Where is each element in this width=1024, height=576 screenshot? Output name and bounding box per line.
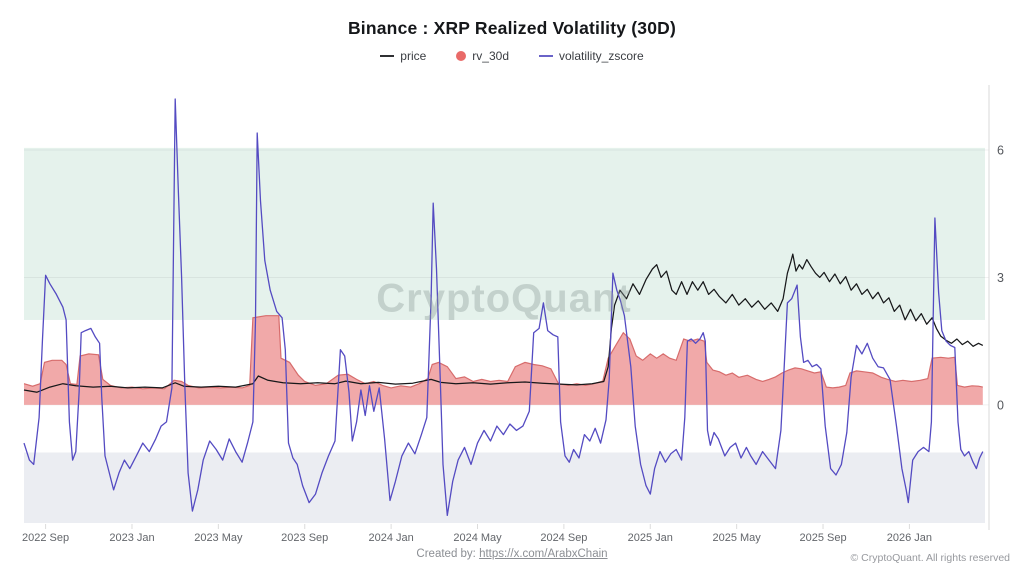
- svg-text:2025 Sep: 2025 Sep: [799, 532, 846, 544]
- legend-item-price: price: [380, 49, 426, 63]
- low-volatility-zone: [24, 452, 985, 523]
- creator-link[interactable]: https://x.com/ArabxChain: [479, 548, 608, 560]
- svg-text:2024 Jan: 2024 Jan: [368, 532, 413, 544]
- rv30d-area: [24, 315, 983, 405]
- svg-text:2025 Jan: 2025 Jan: [628, 532, 673, 544]
- svg-text:2026 Jan: 2026 Jan: [887, 532, 932, 544]
- svg-text:2023 Sep: 2023 Sep: [281, 532, 328, 544]
- svg-text:2024 May: 2024 May: [453, 532, 502, 544]
- rv30d-dot-marker-icon: [456, 51, 467, 61]
- copyright-text: © CryptoQuant. All rights reserved: [850, 552, 1010, 564]
- credit-prefix: Created by:: [416, 548, 480, 560]
- svg-text:3: 3: [997, 271, 1004, 285]
- rv30d-outline: [23, 315, 983, 390]
- svg-text:2024 Sep: 2024 Sep: [540, 532, 587, 544]
- svg-text:2023 Jan: 2023 Jan: [109, 532, 154, 544]
- svg-text:2023 May: 2023 May: [194, 532, 243, 544]
- high-volatility-zone: [24, 147, 985, 320]
- chart-legend: price rv_30d volatility_zscore: [0, 49, 1024, 63]
- svg-text:6: 6: [997, 143, 1004, 157]
- svg-text:2025 May: 2025 May: [712, 532, 761, 544]
- price-line-marker-icon: [380, 55, 395, 57]
- chart-title: Binance : XRP Realized Volatility (30D): [347, 18, 677, 38]
- svg-text:2022 Sep: 2022 Sep: [22, 532, 69, 544]
- legend-label-rv30d: rv_30d: [472, 49, 509, 63]
- svg-text:0: 0: [997, 398, 1004, 412]
- legend-label-volatility-zscore: volatility_zscore: [559, 49, 644, 63]
- price-line: [23, 253, 984, 393]
- zscore-line-marker-icon: [539, 55, 553, 57]
- volatility_zscore-line: [23, 98, 984, 517]
- legend-item-rv30d: rv_30d: [456, 49, 509, 63]
- legend-label-price: price: [400, 49, 427, 63]
- credit-line: Created by: https://x.com/ArabxChain: [0, 548, 1024, 560]
- legend-item-volatility-zscore: volatility_zscore: [539, 49, 644, 63]
